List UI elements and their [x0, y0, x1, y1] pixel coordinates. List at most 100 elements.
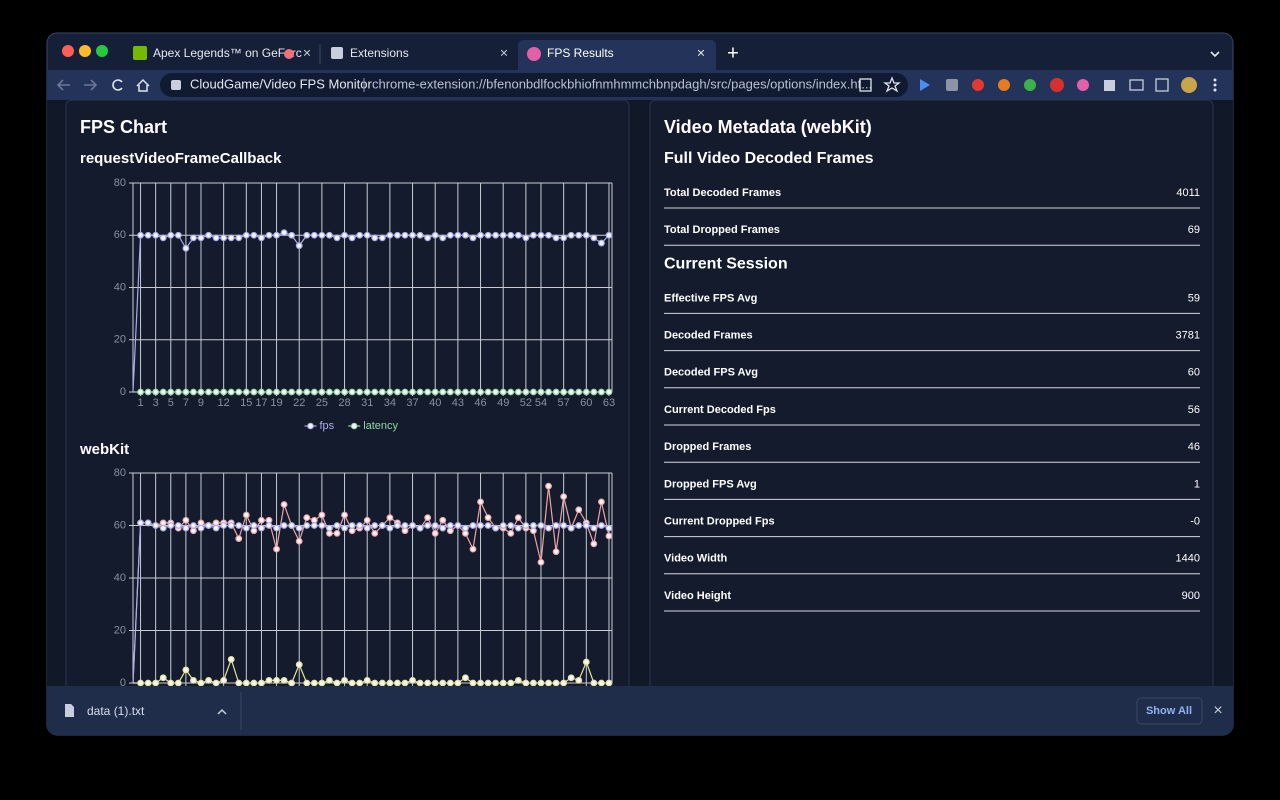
active-tab[interactable] [518, 40, 716, 70]
data-point [250, 522, 258, 529]
data-point [446, 522, 454, 529]
show-all-label[interactable]: Show All [1146, 705, 1192, 717]
close-downloads[interactable]: × [1213, 702, 1222, 719]
data-point [590, 679, 598, 687]
tab-close[interactable]: × [500, 45, 508, 61]
data-point [378, 234, 386, 242]
data-point [205, 522, 212, 529]
data-point [567, 524, 575, 532]
bookmark-button[interactable] [883, 76, 901, 93]
data-point [514, 524, 522, 532]
home-button[interactable] [136, 78, 150, 92]
tab-icon [133, 46, 147, 60]
data-point [265, 388, 273, 396]
extension-icon[interactable] [1077, 79, 1089, 91]
data-point [401, 388, 409, 396]
download-menu[interactable] [217, 708, 227, 715]
chart-title: webKit [79, 441, 129, 458]
x-tick-label: 1 [137, 397, 143, 409]
y-tick-label: 80 [114, 177, 126, 189]
data-point [499, 388, 507, 396]
data-point [507, 231, 515, 239]
data-point [522, 234, 530, 242]
data-point [363, 676, 371, 684]
data-point [341, 676, 348, 684]
data-point [386, 679, 394, 687]
extension-icon[interactable] [946, 79, 958, 91]
extension-icon[interactable] [920, 79, 930, 91]
data-point [477, 679, 484, 687]
data-point [159, 234, 167, 242]
tab-title[interactable]: Apex Legends™ on GeForc [153, 46, 302, 60]
extension-icon[interactable] [998, 79, 1010, 91]
data-point [356, 388, 364, 396]
data-point [152, 522, 160, 529]
series-line [133, 657, 609, 684]
x-tick-label: 63 [603, 397, 615, 409]
data-point [227, 388, 235, 396]
data-point [144, 519, 152, 527]
data-point [582, 231, 590, 239]
data-point [439, 524, 447, 532]
data-point [371, 529, 379, 537]
data-point [401, 679, 409, 687]
minimize-button[interactable] [79, 45, 91, 57]
extension-icon[interactable] [1050, 78, 1064, 92]
data-point [446, 679, 454, 687]
data-point [605, 231, 613, 239]
data-point [530, 388, 537, 396]
y-tick-label: 80 [114, 467, 126, 479]
section-heading: Full Video Decoded Frames [664, 150, 874, 167]
extensions-button[interactable] [1104, 80, 1115, 91]
data-point [235, 535, 243, 543]
extension-icon[interactable] [972, 79, 984, 91]
tab-close[interactable]: × [303, 45, 311, 61]
data-point [484, 514, 492, 522]
data-point [598, 498, 605, 506]
data-point [598, 522, 605, 529]
data-point [424, 522, 432, 529]
close-button[interactable] [62, 45, 74, 57]
back-button[interactable] [56, 79, 70, 91]
data-point [499, 679, 507, 687]
row-value: 3781 [1176, 330, 1200, 342]
reload-button[interactable] [112, 79, 123, 91]
data-point [514, 231, 522, 239]
data-point [348, 234, 356, 242]
extension-icon[interactable] [1024, 79, 1036, 91]
data-point [303, 231, 311, 239]
omnibox[interactable] [160, 73, 908, 97]
new-tab-button[interactable]: + [727, 42, 739, 64]
data-point [303, 388, 311, 396]
data-point [295, 661, 303, 669]
menu-button[interactable] [1213, 78, 1217, 92]
share-button[interactable] [859, 78, 872, 92]
tab-search[interactable] [1210, 51, 1220, 58]
x-tick-label: 43 [452, 397, 464, 409]
zoom-button[interactable] [96, 45, 108, 57]
data-point [144, 231, 152, 239]
data-point [227, 655, 235, 663]
tab-title[interactable]: FPS Results [547, 46, 614, 60]
profile-avatar[interactable] [1181, 77, 1197, 93]
show-all-button[interactable] [1136, 697, 1203, 725]
data-point [530, 231, 537, 239]
section-heading: Current Session [664, 256, 788, 273]
data-point [484, 679, 492, 687]
data-point [484, 388, 492, 396]
chart-title: requestVideoFrameCallback [80, 150, 282, 167]
data-point [258, 388, 265, 396]
series-line [132, 232, 610, 393]
row-label: Dropped Frames [664, 441, 751, 453]
data-point [348, 388, 356, 396]
data-point [167, 388, 175, 396]
tab-close[interactable]: × [697, 45, 705, 61]
data-point [537, 558, 545, 566]
side-panel-button[interactable] [1155, 78, 1169, 92]
cast-button[interactable] [1129, 79, 1144, 91]
download-file[interactable]: data (1).txt [87, 704, 145, 718]
forward-button[interactable] [84, 79, 98, 91]
tab-title[interactable]: Extensions [350, 46, 409, 60]
data-point [318, 511, 326, 519]
